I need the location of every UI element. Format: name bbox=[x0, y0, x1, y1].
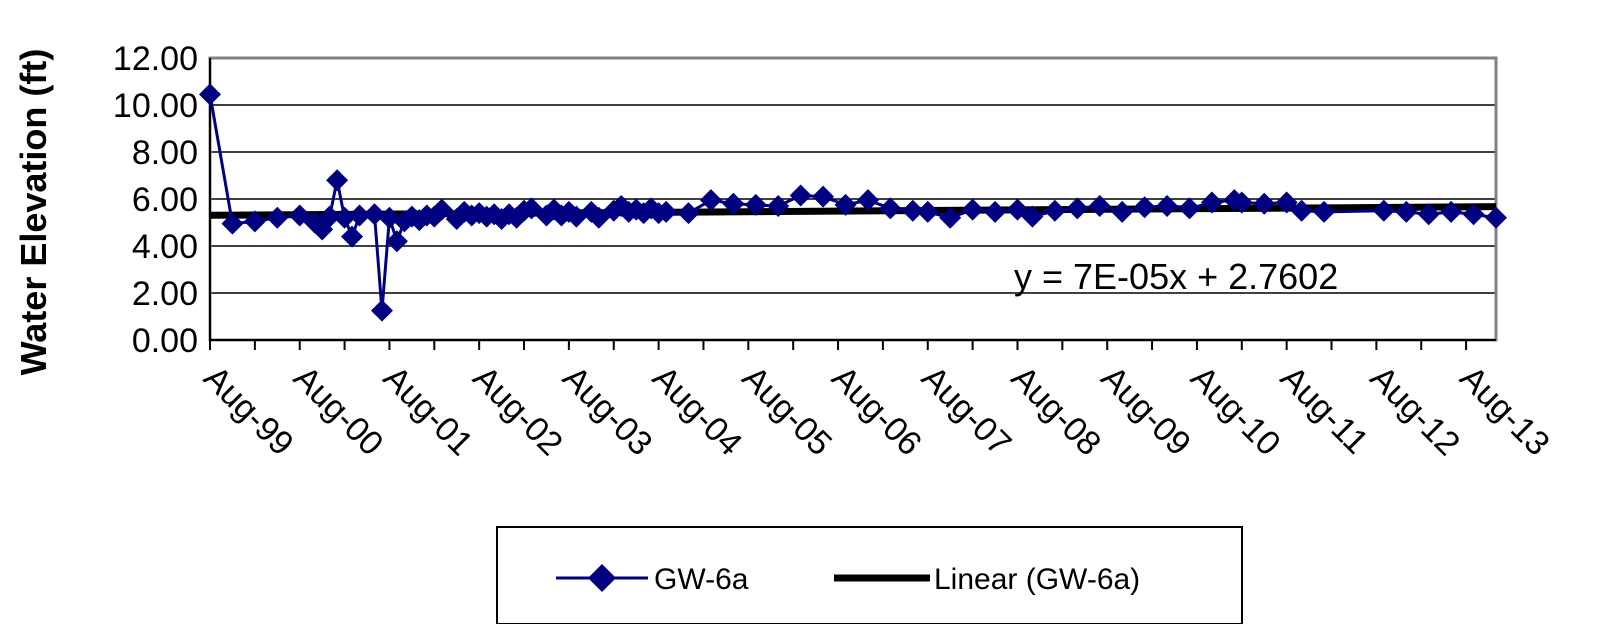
series-layer bbox=[199, 83, 1507, 322]
data-point-marker bbox=[916, 200, 939, 223]
data-point-marker bbox=[722, 192, 745, 215]
data-point-marker bbox=[199, 83, 221, 106]
data-point-marker bbox=[1043, 199, 1066, 222]
data-point-marker bbox=[1178, 197, 1201, 220]
data-point-marker bbox=[288, 204, 311, 227]
data-point-marker bbox=[1275, 191, 1298, 214]
data-point-marker bbox=[984, 200, 1007, 223]
data-point-marker bbox=[1485, 206, 1507, 229]
x-tick-label: Aug-02 bbox=[466, 359, 570, 463]
data-point-marker bbox=[363, 203, 386, 226]
x-tick-label: Aug-05 bbox=[735, 359, 839, 463]
x-tick-label: Aug-04 bbox=[645, 359, 749, 463]
legend-series-marker-diamond bbox=[588, 564, 616, 592]
data-point-marker bbox=[318, 205, 341, 228]
data-point-marker bbox=[520, 197, 543, 220]
data-point-marker bbox=[1372, 199, 1395, 222]
x-tick-label: Aug-12 bbox=[1363, 359, 1467, 463]
data-point-marker bbox=[430, 198, 453, 221]
data-point-marker bbox=[1088, 195, 1111, 218]
x-tick-label: Aug-10 bbox=[1183, 359, 1287, 463]
x-tick-label: Aug-03 bbox=[555, 359, 659, 463]
data-point-marker bbox=[326, 169, 349, 192]
data-point-marker bbox=[767, 195, 790, 218]
data-point-marker bbox=[1313, 200, 1336, 223]
x-tick-label: Aug-09 bbox=[1094, 359, 1198, 463]
data-point-marker bbox=[655, 200, 678, 223]
y-tick-label: 4.00 bbox=[132, 228, 198, 266]
gridlines bbox=[210, 57, 1496, 341]
data-point-marker bbox=[266, 206, 289, 229]
y-tick-labels: 0.00 2.00 4.00 6.00 8.00 10.00 12.00 bbox=[113, 40, 198, 360]
data-point-marker bbox=[1133, 196, 1156, 219]
data-point-marker bbox=[834, 193, 857, 216]
y-tick-label: 2.00 bbox=[132, 275, 198, 313]
data-point-marker bbox=[1440, 200, 1463, 223]
x-tick-label: Aug-01 bbox=[376, 359, 480, 463]
data-point-marker bbox=[1253, 192, 1276, 215]
x-tick-label: Aug-08 bbox=[1004, 359, 1108, 463]
trendline-equation: y = 7E-05x + 2.7602 bbox=[1014, 256, 1338, 297]
data-point-marker bbox=[370, 299, 393, 322]
legend-trendline-label: Linear (GW-6a) bbox=[934, 563, 1140, 596]
data-point-marker bbox=[1156, 195, 1179, 218]
data-point-marker bbox=[1462, 203, 1485, 226]
data-point-marker bbox=[699, 189, 722, 212]
x-tick-label: Aug-99 bbox=[196, 359, 300, 463]
y-tick-label: 10.00 bbox=[113, 87, 198, 125]
data-point-marker bbox=[939, 206, 962, 229]
data-point-marker bbox=[1200, 191, 1223, 214]
x-tick-label: Aug-13 bbox=[1452, 359, 1556, 463]
y-tick-label: 6.00 bbox=[132, 181, 198, 219]
data-point-marker bbox=[587, 206, 610, 229]
data-point-marker bbox=[812, 185, 835, 208]
data-point-marker bbox=[385, 230, 408, 253]
data-point-marker bbox=[1290, 199, 1313, 222]
x-tick-label: Aug-00 bbox=[286, 359, 390, 463]
data-point-marker bbox=[378, 206, 401, 229]
data-point-marker bbox=[1230, 191, 1253, 214]
data-point-marker bbox=[1006, 198, 1029, 221]
data-point-marker bbox=[1417, 203, 1440, 226]
legend-series-label: GW-6a bbox=[654, 563, 749, 596]
data-point-marker bbox=[333, 206, 356, 229]
y-tick-label: 0.00 bbox=[132, 322, 198, 360]
data-point-marker bbox=[1021, 205, 1044, 228]
data-point-marker bbox=[789, 184, 812, 207]
legend: GW-6a Linear (GW-6a) bbox=[496, 526, 1243, 625]
x-tick-label: Aug-07 bbox=[914, 359, 1018, 463]
x-tick-label: Aug-06 bbox=[824, 359, 928, 463]
y-axis-label: Water Elevation (ft) bbox=[13, 49, 54, 376]
data-point-marker bbox=[221, 212, 244, 235]
data-point-marker bbox=[677, 202, 700, 225]
data-point-marker bbox=[961, 198, 984, 221]
data-point-marker bbox=[348, 204, 371, 227]
data-point-marker bbox=[1395, 200, 1418, 223]
data-point-marker bbox=[1111, 200, 1134, 223]
data-point-marker bbox=[744, 193, 767, 216]
data-point-marker bbox=[879, 197, 902, 220]
data-point-marker bbox=[856, 189, 879, 212]
y-tick-label: 12.00 bbox=[113, 40, 198, 78]
data-point-marker bbox=[341, 225, 364, 248]
x-tick-labels: Aug-99Aug-00Aug-01Aug-02Aug-03Aug-04Aug-… bbox=[196, 359, 1556, 463]
data-point-marker bbox=[1066, 197, 1089, 220]
data-point-marker bbox=[901, 199, 924, 222]
y-tick-label: 8.00 bbox=[132, 134, 198, 172]
x-tick-label: Aug-11 bbox=[1273, 359, 1376, 462]
data-point-marker bbox=[243, 210, 266, 233]
